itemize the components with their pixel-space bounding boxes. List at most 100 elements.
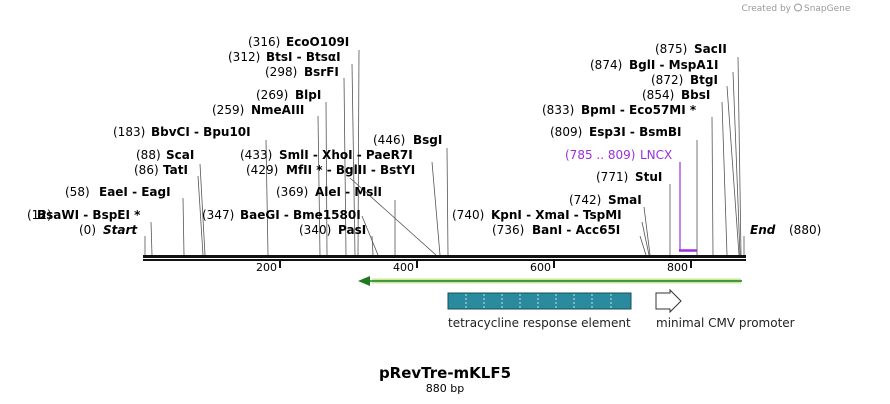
- dna-backbone: [143, 255, 746, 261]
- site-pos-pasi: (340): [299, 223, 331, 237]
- credit-brand: SnapGene: [804, 4, 851, 14]
- connector-baegi: [361, 215, 379, 256]
- connector-bsawi: [150, 221, 153, 256]
- connector-blpi: [325, 101, 328, 256]
- site-names-btgi: BtgI: [690, 73, 718, 87]
- connector-pasi: [371, 235, 374, 256]
- feature-label-cmv: minimal CMV promoter: [656, 316, 795, 330]
- site-pos-alei: (369): [276, 185, 308, 199]
- site-names-bsgi: BsgI: [413, 133, 442, 147]
- site-names-btsi: BtsI - BtsαI: [266, 50, 341, 64]
- site-pos-ecoo109i: (316): [248, 35, 280, 49]
- site-names-bgli: BglI - MspA1I: [629, 58, 718, 72]
- site-names-sacii: SacII: [694, 42, 727, 56]
- site-pos-blpi: (269): [256, 88, 288, 102]
- site-names-bsrfi: BsrFI: [304, 65, 339, 79]
- connector-bani: [639, 235, 647, 256]
- connector-bbsi: [721, 101, 728, 256]
- tick-label-400: 400: [393, 261, 414, 274]
- primer-name: LNCX: [640, 148, 672, 162]
- map-size: 880 bp: [426, 382, 464, 395]
- site-names-smai: SmaI: [608, 193, 642, 207]
- site-names-kpni: KpnI - XmaI - TspMI: [491, 208, 622, 222]
- site-names-baegi: BaeGI - Bme1580I: [240, 208, 361, 222]
- site-names-bpmi: BpmI - Eco57MI *: [581, 103, 697, 117]
- feature-tre: [447, 292, 632, 310]
- site-pos-bsawi: (12): [27, 208, 52, 222]
- site-pos-kpni: (740): [452, 208, 484, 222]
- site-pos-eaei: (58): [65, 185, 90, 199]
- cmv-promoter-arrow-icon: [655, 288, 682, 314]
- connector-bbvci: [265, 139, 269, 256]
- site-names-esp3i: Esp3I - BsmBI: [589, 125, 681, 139]
- site-pos-mfli: (429): [246, 163, 278, 177]
- tick-label-600: 600: [530, 261, 551, 274]
- site-pos-bani: (736): [492, 223, 524, 237]
- site-names-bani: BanI - Acc65I: [532, 223, 620, 237]
- site-names-bsawi: BsaWI - BspEI *: [37, 208, 141, 222]
- snapgene-logo-icon: [794, 3, 802, 12]
- feature-label-tre: tetracycline response element: [448, 316, 631, 330]
- connector-bpmi: [711, 116, 714, 256]
- connector-eaei: [182, 197, 185, 256]
- site-pos-stui: (771): [596, 170, 628, 184]
- connector-mfli: [349, 177, 437, 256]
- site-pos-sacii: (875): [655, 42, 687, 56]
- site-names-smli: SmlI - XhoI - PaeR7I: [279, 148, 413, 162]
- primer-lncx: [679, 162, 697, 252]
- credit-prefix: Created by: [741, 4, 791, 14]
- tick-label-200: 200: [256, 261, 277, 274]
- tick-label-800: 800: [667, 261, 688, 274]
- connector-btgi: [726, 85, 740, 256]
- site-pos-btsi: (312): [228, 50, 260, 64]
- start-pos: (0): [79, 223, 96, 237]
- end-pos: (880): [789, 223, 821, 237]
- connector-scai: [199, 163, 206, 256]
- primer-range: (785 .. 809): [565, 148, 635, 162]
- end-label: End: [750, 223, 776, 237]
- site-names-nmeaiii: NmeAIII: [251, 103, 304, 117]
- site-pos-tati: (86): [134, 163, 159, 177]
- site-pos-smai: (742): [569, 193, 601, 207]
- connector-bgli: [732, 71, 741, 256]
- site-pos-bgli: (874): [590, 58, 622, 72]
- site-pos-smli: (433): [240, 148, 272, 162]
- connector-kpni: [641, 221, 650, 256]
- site-pos-bbvci: (183): [113, 125, 145, 139]
- site-connector-lines: [144, 49, 745, 256]
- site-names-mfli: MfII * - BglII - BstYI: [286, 163, 415, 177]
- connector-smai: [643, 206, 651, 256]
- site-pos-btgi: (872): [651, 73, 683, 87]
- connector-ecoo109i: [357, 49, 360, 256]
- connector-bsgi: [446, 147, 449, 256]
- site-names-scai: ScaI: [166, 148, 194, 162]
- site-names-blpi: BlpI: [295, 88, 321, 102]
- site-pos-nmeaiii: (259): [212, 103, 244, 117]
- scale-ticks: [279, 261, 692, 268]
- site-pos-bpmi: (833): [542, 103, 574, 117]
- site-pos-esp3i: (809): [550, 125, 582, 139]
- connector-smli: [431, 161, 441, 256]
- site-pos-bbsi: (854): [642, 88, 674, 102]
- connector-nmeaiii: [317, 115, 321, 256]
- map-title: pRevTre-mKLF5: [379, 364, 511, 382]
- site-names-stui: StuI: [635, 170, 662, 184]
- site-pos-bsgi: (446): [373, 133, 405, 147]
- site-names-bbsi: BbsI: [681, 88, 710, 102]
- site-names-pasi: PasI: [338, 223, 366, 237]
- connector-sacii: [737, 56, 742, 256]
- start-label: Start: [103, 223, 138, 237]
- site-names-tati: TatI: [163, 163, 188, 177]
- site-pos-bsrfi: (298): [265, 65, 297, 79]
- site-names-bbvci: BbvCI - Bpu10I: [151, 125, 251, 139]
- connector-tati: [197, 175, 204, 256]
- site-pos-scai: (88): [136, 148, 161, 162]
- site-names-ecoo109i: EcoO109I: [286, 35, 349, 49]
- site-pos-baegi: (347): [202, 208, 234, 222]
- connector-bsrfi: [343, 77, 347, 256]
- orf-arrow: [358, 276, 742, 286]
- site-names-eaei: EaeI - EagI: [99, 185, 171, 199]
- connector-btsi: [351, 63, 356, 256]
